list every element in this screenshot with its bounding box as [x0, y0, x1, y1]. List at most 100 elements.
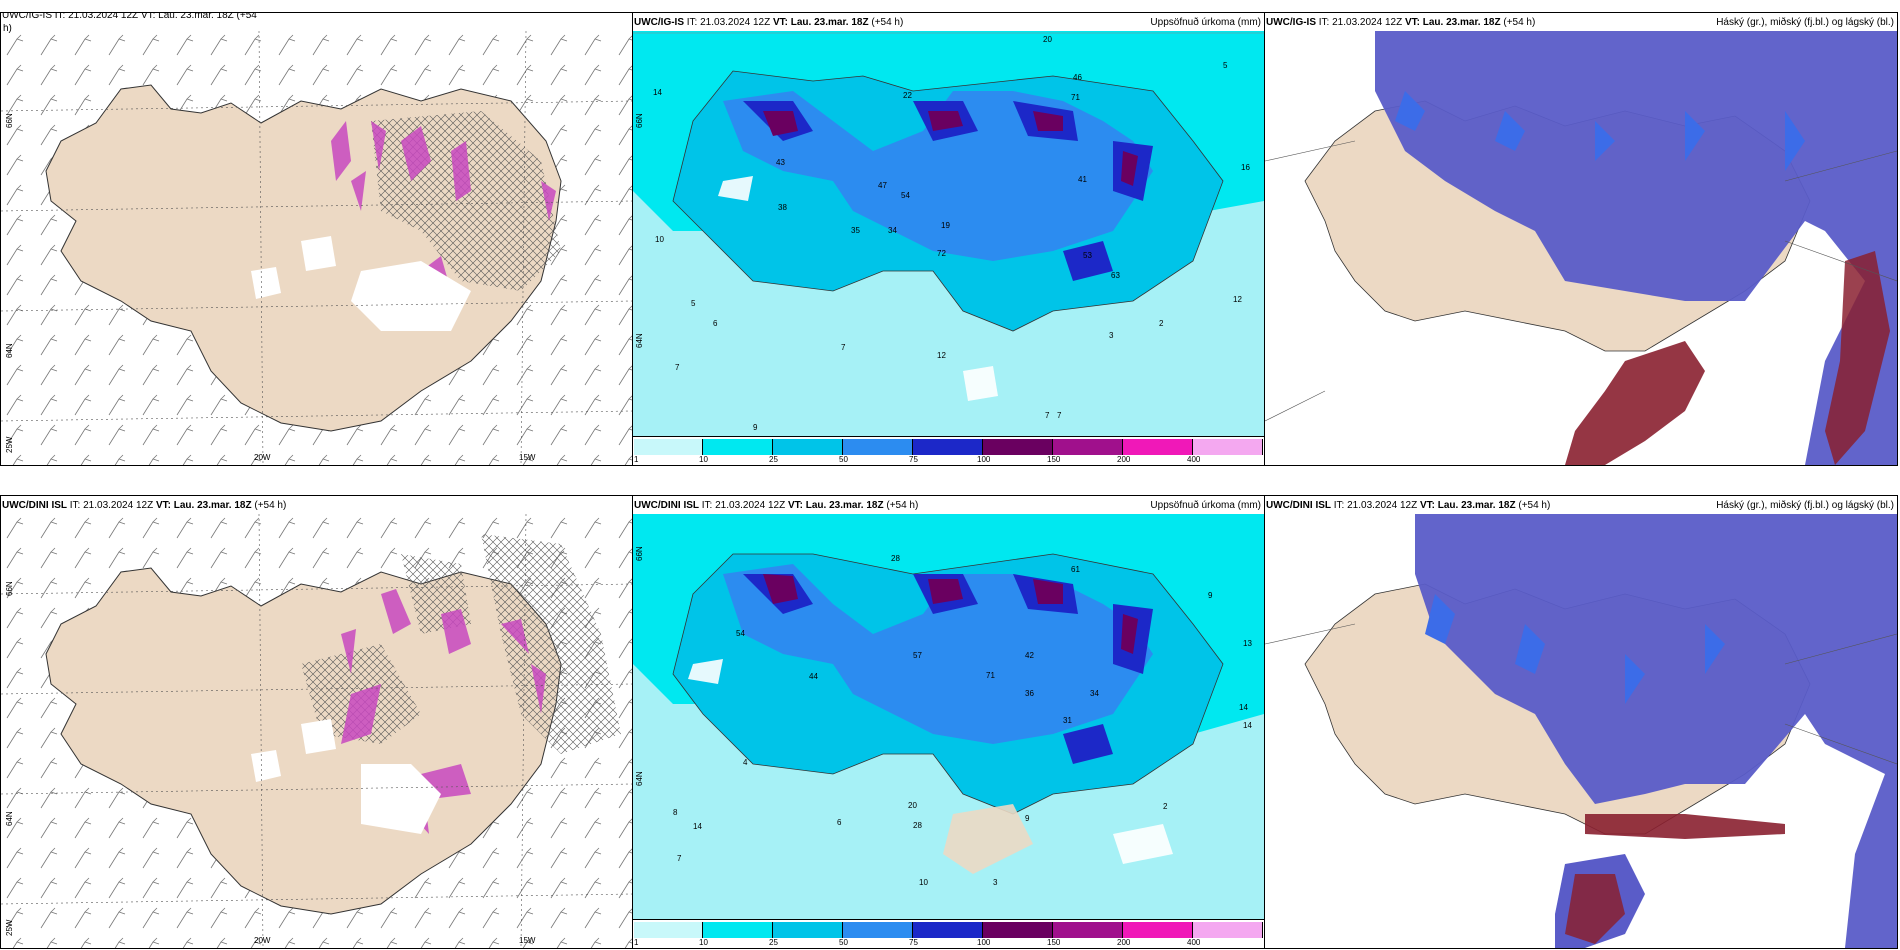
- colorbar-tick: 25: [769, 455, 778, 464]
- precip-value: 20: [908, 801, 917, 810]
- panel-title: UWC/IG-IS IT: 21.03.2024 12Z VT: Lau. 23…: [2, 13, 631, 24]
- precip-value: 34: [1090, 689, 1099, 698]
- precip-value: 4: [743, 758, 748, 767]
- colorbar-tick: 400: [1187, 938, 1201, 947]
- colorbar-swatch: [1053, 922, 1123, 938]
- precip-value: 57: [913, 651, 922, 660]
- precip-value: 6: [713, 319, 718, 328]
- panel-title: UWC/DINI ISL IT: 21.03.2024 12Z VT: Lau.…: [1266, 497, 1896, 514]
- colorbar-swatch: [843, 922, 913, 938]
- colorbar-swatch: [983, 439, 1053, 455]
- lon-label: 15W: [519, 453, 536, 462]
- colorbar-tick: 1: [634, 938, 639, 947]
- precip-value: 16: [1241, 163, 1250, 172]
- colorbar-tick: 400: [1187, 455, 1201, 464]
- precip-value: 38: [778, 203, 787, 212]
- colorbar-swatch: [773, 439, 843, 455]
- precip-value: 31: [1063, 716, 1072, 725]
- colorbar-swatch: [1053, 439, 1123, 455]
- colorbar-tick: 150: [1047, 455, 1061, 464]
- lat-label: 64N: [635, 333, 644, 348]
- panel-precip-igis: UWC/IG-IS IT: 21.03.2024 12Z VT: Lau. 23…: [632, 12, 1265, 466]
- colorbar-tick: 50: [839, 455, 848, 464]
- precip-value: 28: [891, 554, 900, 563]
- edge-label: 25W: [5, 919, 14, 936]
- precip-value: 7: [1045, 411, 1050, 420]
- precip-value: 63: [1111, 271, 1120, 280]
- colorbar-tick: 75: [909, 455, 918, 464]
- colorbar-swatch: [703, 922, 773, 938]
- precip-value: 2: [1159, 319, 1164, 328]
- precip-value: 54: [901, 191, 910, 200]
- panel-title: UWC/IG-IS IT: 21.03.2024 12Z VT: Lau. 23…: [634, 14, 1263, 31]
- precip-value: 61: [1071, 565, 1080, 574]
- precip-value: 54: [736, 629, 745, 638]
- lon-label: 20W: [254, 453, 271, 462]
- lat-label: 66N: [5, 113, 14, 128]
- precip-value: 46: [1073, 73, 1082, 82]
- precip-value: 19: [941, 221, 950, 230]
- precip-value: 22: [903, 91, 912, 100]
- precip-value: 47: [878, 181, 887, 190]
- lat-label: 66N: [5, 581, 14, 596]
- map-clouds-dini: [1265, 514, 1897, 948]
- precip-value: 7: [677, 854, 682, 863]
- precip-value: 13: [1243, 639, 1252, 648]
- map-precip-igis: [633, 31, 1264, 437]
- precip-value: 12: [937, 351, 946, 360]
- map-clouds-igis: [1265, 31, 1897, 465]
- precip-value: 2: [1163, 802, 1168, 811]
- precip-value: 53: [1083, 251, 1092, 260]
- precip-value: 12: [1233, 295, 1242, 304]
- precip-value: 7: [675, 363, 680, 372]
- lat-label: 66N: [635, 546, 644, 561]
- map-wind-snow-igis: [1, 31, 632, 465]
- colorbar-swatch: [1193, 439, 1263, 455]
- precip-value: 35: [851, 226, 860, 235]
- precip-value: 34: [888, 226, 897, 235]
- panel-wind-snow-dini: UWC/DINI ISL IT: 21.03.2024 12Z VT: Lau.…: [0, 495, 633, 949]
- colorbar-swatch: [634, 439, 703, 455]
- precip-value: 10: [655, 235, 664, 244]
- edge-label: 25W: [5, 436, 14, 453]
- lat-label: 64N: [5, 811, 14, 826]
- colorbar: 1 10 25 50 75 100 150 200 400: [633, 919, 1264, 948]
- colorbar-tick: 100: [977, 455, 991, 464]
- precip-value: 9: [1208, 591, 1213, 600]
- lat-label: 64N: [5, 343, 14, 358]
- panel-wind-snow-igis: UWC/IG-IS IT: 21.03.2024 12Z VT: Lau. 23…: [0, 12, 633, 466]
- precip-value: 43: [776, 158, 785, 167]
- colorbar-tick: 100: [977, 938, 991, 947]
- lat-label: 64N: [635, 771, 644, 786]
- precip-value: 14: [693, 822, 702, 831]
- precip-value: 5: [1223, 61, 1228, 70]
- precip-value: 14: [1243, 721, 1252, 730]
- colorbar-tick: 50: [839, 938, 848, 947]
- precip-value: 71: [1071, 93, 1080, 102]
- colorbar-tick: 200: [1117, 938, 1131, 947]
- precip-value: 42: [1025, 651, 1034, 660]
- lon-label: 15W: [519, 936, 536, 945]
- colorbar-swatch: [1123, 922, 1193, 938]
- colorbar-tick: 200: [1117, 455, 1131, 464]
- panel-precip-dini: UWC/DINI ISL IT: 21.03.2024 12Z VT: Lau.…: [632, 495, 1265, 949]
- map-precip-dini: [633, 514, 1264, 920]
- colorbar-swatch: [983, 922, 1053, 938]
- colorbar: 1 10 25 50 75 100 150 200 400: [633, 436, 1264, 465]
- precip-value: 9: [1025, 814, 1030, 823]
- colorbar-swatch: [913, 439, 983, 455]
- colorbar-tick: 10: [699, 938, 708, 947]
- colorbar-swatch: [634, 922, 703, 938]
- precip-value: 41: [1078, 175, 1087, 184]
- precip-value: 7: [841, 343, 846, 352]
- colorbar-swatch: [703, 439, 773, 455]
- precip-value: 8: [673, 808, 678, 817]
- precip-value: 14: [1239, 703, 1248, 712]
- precip-value: 5: [691, 299, 696, 308]
- precip-value: 36: [1025, 689, 1034, 698]
- colorbar-tick: 10: [699, 455, 708, 464]
- precip-value: 28: [913, 821, 922, 830]
- precip-value: 14: [653, 88, 662, 97]
- colorbar-tick: 25: [769, 938, 778, 947]
- precip-value: 20: [1043, 35, 1052, 44]
